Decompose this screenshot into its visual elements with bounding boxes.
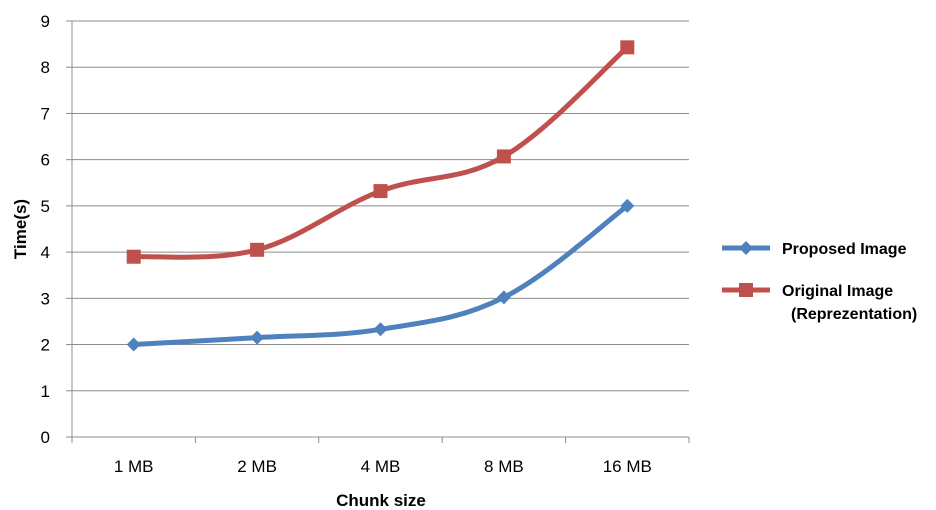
- series-1: [126, 40, 635, 264]
- y-tick-label: 4: [41, 243, 50, 262]
- x-tick-label: 16 MB: [603, 457, 652, 476]
- data-point-marker: [496, 290, 511, 305]
- legend-label-proposed-image: Proposed Image: [782, 241, 907, 258]
- data-point-marker: [373, 184, 388, 199]
- series-line-1: [133, 45, 629, 260]
- y-tick-label: 6: [41, 151, 50, 170]
- data-point-marker: [250, 242, 265, 257]
- x-tick-label: 4 MB: [361, 457, 401, 476]
- legend-item-proposed-image: Proposed Image: [722, 241, 907, 258]
- legend-marker-proposed-image: [739, 241, 753, 255]
- axes: [66, 20, 690, 443]
- data-point-marker: [126, 337, 141, 352]
- y-tick-label: 7: [41, 104, 50, 123]
- data-point-marker: [620, 198, 635, 213]
- legend-label-original-image-line1: Original Image: [782, 283, 893, 300]
- y-tick-label: 0: [41, 428, 50, 447]
- y-tick-label: 9: [41, 12, 50, 31]
- data-point-marker: [620, 40, 635, 55]
- x-tick-label: 8 MB: [484, 457, 524, 476]
- data-point-marker: [373, 322, 388, 337]
- data-point-marker: [126, 249, 141, 264]
- y-tick-label: 2: [41, 336, 50, 355]
- x-tick-labels: 1 MB 2 MB 4 MB 8 MB 16 MB: [114, 457, 652, 476]
- y-tick-label: 3: [41, 289, 50, 308]
- series-layer: [126, 40, 635, 352]
- x-tick-label: 1 MB: [114, 457, 154, 476]
- x-axis-title: Chunk size: [336, 491, 426, 510]
- legend-label-original-image-line2: (Reprezentation): [791, 306, 917, 323]
- legend-marker-original-image: [739, 283, 753, 297]
- y-tick-label: 1: [41, 382, 50, 401]
- y-tick-label: 8: [41, 58, 50, 77]
- y-tick-labels: 0 1 2 3 4 5 6 7 8 9: [41, 12, 50, 447]
- legend-item-original-image: Original Image (Reprezentation): [722, 283, 917, 323]
- legend: Proposed Image Original Image (Reprezent…: [722, 241, 917, 323]
- y-tick-label: 5: [41, 197, 50, 216]
- data-point-marker: [250, 330, 265, 345]
- y-axis-title: Time(s): [11, 199, 30, 259]
- series-0: [126, 198, 635, 352]
- data-point-marker: [496, 149, 511, 164]
- x-tick-label: 2 MB: [237, 457, 277, 476]
